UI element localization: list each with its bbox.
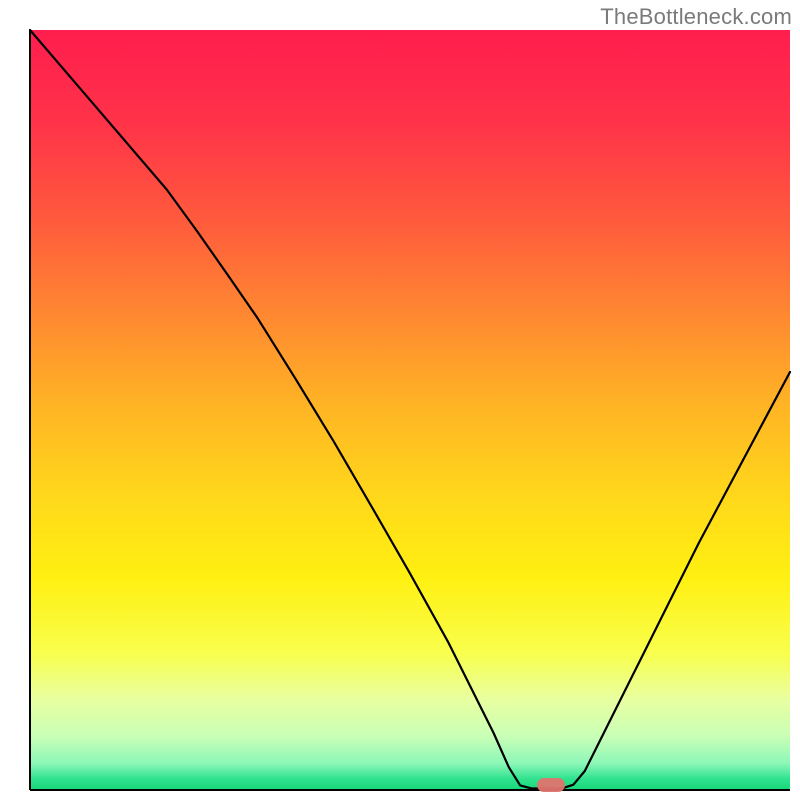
watermark-label: TheBottleneck.com — [600, 4, 792, 30]
bottleneck-chart — [0, 0, 800, 800]
optimum-marker — [537, 778, 565, 792]
chart-svg — [0, 0, 800, 800]
gradient-background — [30, 30, 790, 790]
